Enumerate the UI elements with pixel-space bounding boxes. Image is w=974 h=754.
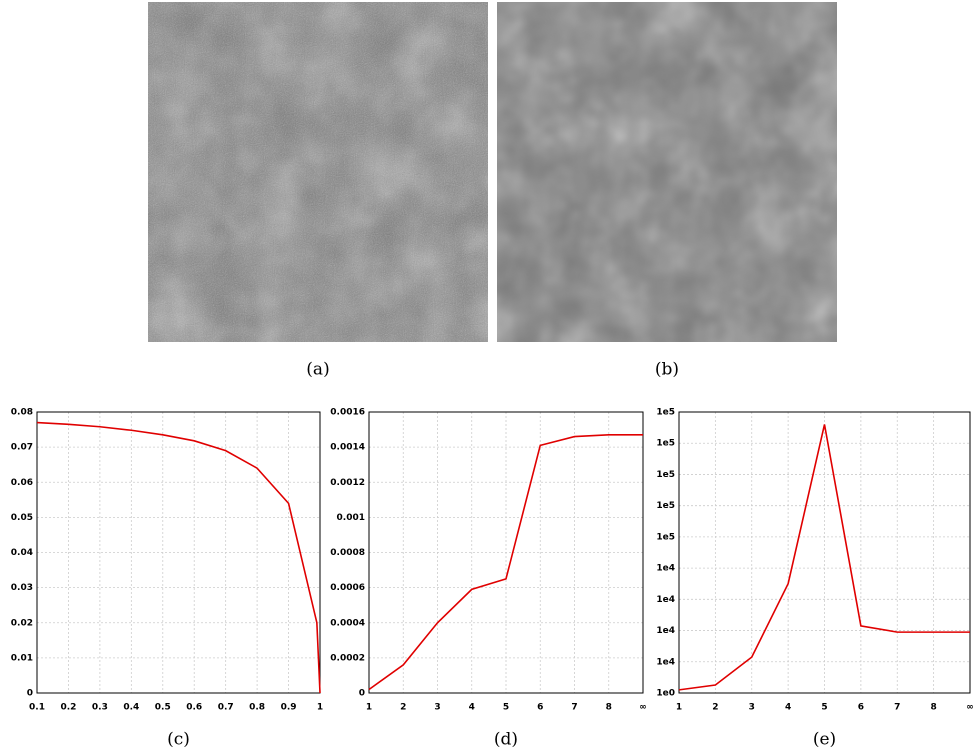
data-line [36,421,321,694]
x-tick-label: 3 [434,703,440,713]
y-tick-label: 1e4 [656,564,675,574]
y-tick-label: 0.06 [11,478,33,488]
y-tick-label: 0.08 [11,408,33,418]
x-tick-label: 0.9 [281,703,297,713]
x-tick-label: 6 [858,703,864,713]
y-tick-label: 0.0016 [330,408,365,418]
x-tick-label: 4 [785,703,791,713]
plot-frame [36,411,321,694]
x-tick-label: 0.1 [29,703,45,713]
x-tick-label: 8 [606,703,612,713]
y-tick-label: 0 [359,689,365,699]
data-line [678,424,970,691]
data-line [368,434,643,691]
y-tick-label: 0.0008 [330,548,365,558]
x-tick-label: 1 [366,703,372,713]
y-tick-label: 0 [27,689,33,699]
x-tick-label: 1 [317,703,323,713]
x-tick-label: 7 [571,703,577,713]
y-tick-label: 0.04 [11,548,33,558]
x-tick-label: 0.8 [249,703,265,713]
caption: (a) [306,360,329,380]
caption: (e) [813,730,836,750]
plot-frame [678,411,971,694]
x-tick-label: 2 [400,703,406,713]
x-tick-label: 6 [537,703,543,713]
y-tick-label: 1e5 [656,408,675,418]
x-tick-label: ∞ [966,703,974,713]
x-tick-label: 0.5 [155,703,171,713]
y-tick-label: 0.0004 [330,618,365,628]
x-tick-label: 0.6 [186,703,202,713]
x-tick-label: 0.4 [123,703,139,713]
x-tick-label: 8 [930,703,936,713]
caption: (d) [494,730,518,750]
y-tick-label: 0.01 [11,653,33,663]
x-tick-label: ∞ [639,703,647,713]
y-tick-label: 1e5 [656,501,675,511]
noisy-image [148,2,488,342]
y-tick-label: 1e4 [656,595,675,605]
x-tick-label: 4 [469,703,475,713]
y-tick-label: 1e0 [656,689,675,699]
caption: (b) [655,360,679,380]
y-tick-label: 0.0002 [330,653,365,663]
y-tick-label: 0.05 [11,513,33,523]
y-tick-label: 1e5 [656,439,675,449]
y-tick-label: 0.0014 [330,443,365,453]
y-tick-label: 0.03 [11,583,33,593]
y-tick-label: 1e5 [656,532,675,542]
y-tick-label: 0.0012 [330,478,365,488]
caption: (c) [167,730,190,750]
x-tick-label: 0.7 [218,703,234,713]
y-tick-label: 0.07 [11,443,33,453]
y-tick-label: 0.0006 [330,583,365,593]
plot-frame [368,411,644,694]
x-tick-label: 0.2 [60,703,76,713]
y-tick-label: 0.02 [11,618,33,628]
y-tick-label: 1e5 [656,470,675,480]
x-tick-label: 1 [676,703,682,713]
x-tick-label: 2 [712,703,718,713]
y-tick-label: 1e4 [656,657,675,667]
x-tick-label: 3 [749,703,755,713]
y-tick-label: 0.001 [337,513,365,523]
denoised-image [497,2,837,342]
x-tick-label: 7 [894,703,900,713]
x-tick-label: 5 [821,703,827,713]
y-tick-label: 1e4 [656,626,675,636]
x-tick-label: 0.3 [92,703,108,713]
x-tick-label: 5 [503,703,509,713]
